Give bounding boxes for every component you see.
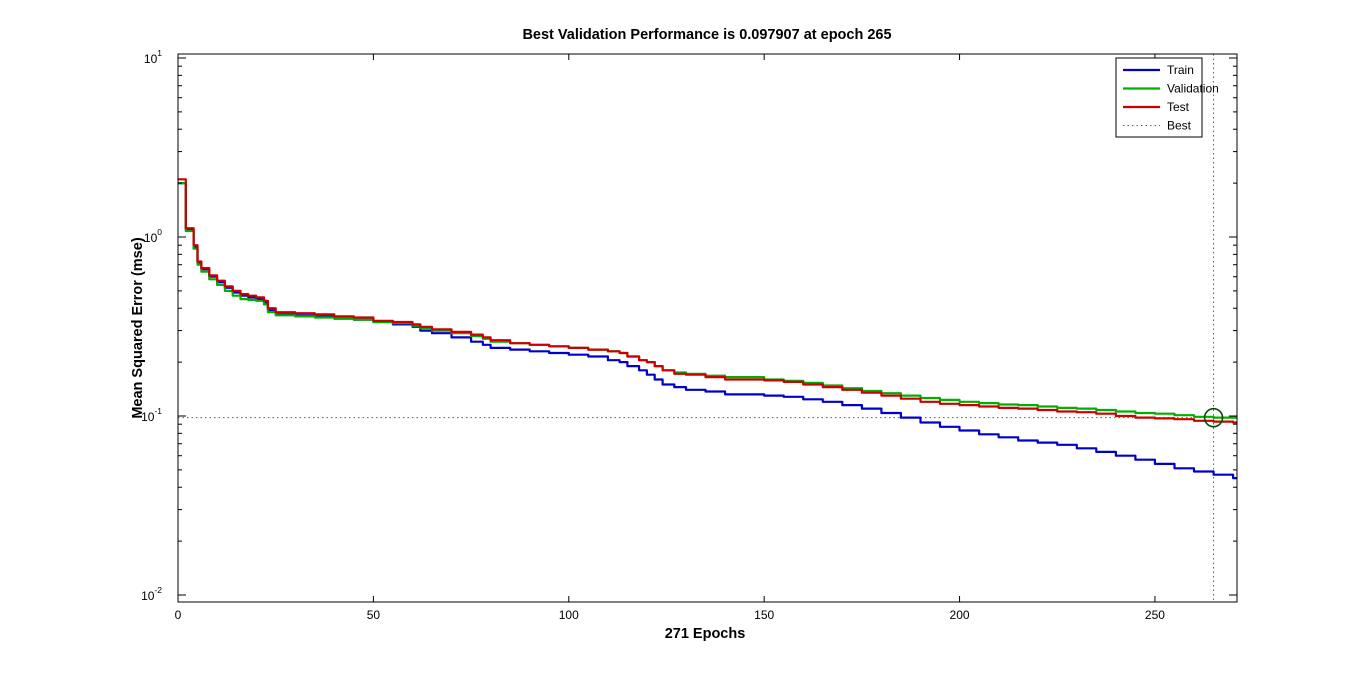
legend-label-train: Train (1167, 63, 1194, 77)
y-tick-label: 10-2 (141, 585, 162, 603)
x-tick-label: 250 (1145, 608, 1165, 622)
y-axis: 101 100 10-1 10-2 (141, 48, 1237, 603)
x-tick-label: 200 (950, 608, 970, 622)
x-axis: 0 50 100 150 200 250 (175, 54, 1165, 622)
x-axis-label: 271 Epochs (665, 626, 746, 642)
series-train-line (178, 182, 1237, 480)
legend: Train Validation Test Best (1115, 57, 1219, 138)
series-layer (178, 178, 1237, 480)
legend-label-test: Test (1167, 100, 1190, 114)
y-tick-label: 101 (144, 48, 162, 66)
best-marker-layer (1203, 407, 1224, 428)
series-test-line (178, 178, 1237, 424)
x-tick-label: 100 (559, 608, 579, 622)
x-tick-label: 50 (367, 608, 381, 622)
plot-area (178, 54, 1237, 602)
legend-label-validation: Validation (1167, 82, 1219, 96)
legend-box (1115, 57, 1203, 138)
y-axis-label: Mean Squared Error (mse) (130, 237, 146, 418)
plot-frame (177, 53, 1238, 603)
best-point-marker (1203, 407, 1224, 428)
y-tick-label: 100 (144, 227, 162, 245)
chart-title: Best Validation Performance is 0.097907 … (522, 27, 891, 43)
legend-label-best: Best (1167, 119, 1192, 133)
y-tick-label: 10-1 (141, 406, 162, 424)
best-reference-lines (178, 54, 1237, 602)
x-tick-label: 0 (175, 608, 182, 622)
x-tick-label: 150 (754, 608, 774, 622)
